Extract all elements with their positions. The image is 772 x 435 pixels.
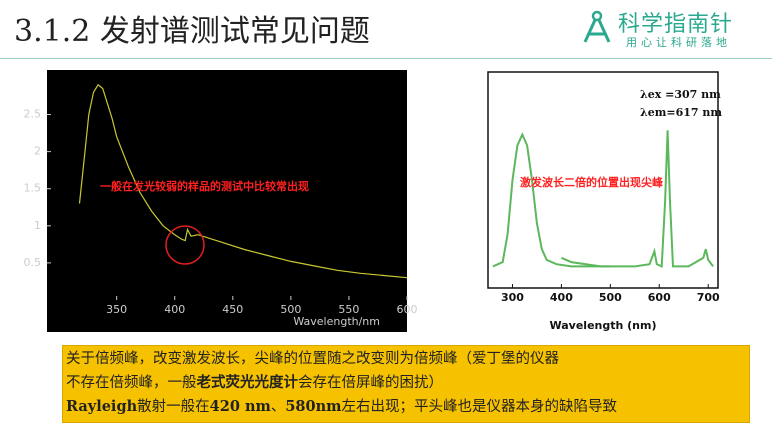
y-tick-label: 1.5 [24, 182, 42, 195]
annotation: 一般在发光较弱的样品的测试中比较常出现 [100, 179, 309, 193]
note-line: 关于倍频峰，改变激发波长，尖峰的位置随之改变则为倍频峰（爱丁堡的仪器 [66, 348, 746, 371]
slogan: 用心让科研落地 [626, 36, 731, 49]
plot-background [470, 62, 730, 340]
x-tick-label: 300 [501, 291, 524, 304]
note-line: Rayleigh散射一般在420 nm、580nm左右出现；平头峰也是仪器本身的… [66, 395, 746, 419]
x-tick-label: 450 [222, 303, 243, 316]
x-axis-label: Wavelength (nm) [550, 319, 657, 332]
x-tick-label: 700 [697, 291, 720, 304]
note-text: 、 [270, 399, 286, 415]
note-box: 关于倍频峰，改变激发波长，尖峰的位置随之改变则为倍频峰（爱丁堡的仪器 不存在倍频… [62, 345, 750, 423]
highlight-circle [165, 225, 205, 265]
note-bold: 580nm [285, 398, 342, 415]
x-tick-label: 350 [106, 303, 127, 316]
x-axis-label: Wavelength/nm [293, 315, 380, 328]
x-tick-label: 400 [164, 303, 185, 316]
logo-text: 科学指南针 [618, 12, 734, 37]
data-line [560, 130, 714, 268]
note-text: 关于倍频峰，改变激发波长，尖峰的位置随之改变则为倍频峰（爱丁堡的仪器 [66, 351, 559, 367]
note-text: 散射一般在 [137, 399, 210, 415]
note-text: 会存在倍屏峰的困扰） [298, 375, 443, 391]
annotation: 激发波长二倍的位置出现尖峰 [520, 175, 664, 189]
plot-background [47, 70, 407, 332]
y-tick-label: 2.5 [24, 108, 42, 121]
data-line [78, 83, 408, 279]
note-text: 左右出现；平头峰也是仪器本身的缺陷导致 [341, 399, 618, 415]
slide-title: 3.1.2 发射谱测试常见问题 [14, 14, 370, 49]
x-tick-label: 400 [550, 291, 573, 304]
x-tick-label: 600 [397, 303, 418, 316]
note-bold: Rayleigh [66, 398, 138, 415]
x-tick-label: 500 [599, 291, 622, 304]
y-tick-label: 1 [34, 219, 41, 232]
note-bold: 老式荧光光度计 [196, 374, 299, 391]
y-tick-label: 2 [34, 145, 41, 158]
logo-icon [583, 10, 611, 43]
plot-frame [487, 71, 719, 289]
x-tick-label: 550 [338, 303, 359, 316]
note-text: 不存在倍频峰，一般 [66, 375, 197, 391]
x-tick-label: 600 [648, 291, 671, 304]
charts: 0.5 1 1.5 2 2.5 350 400 450 500 550 600 Wavelength/… [23, 62, 730, 340]
data-line [492, 132, 611, 268]
annotation: λem=617 nm [640, 106, 722, 119]
note-bold: 420 nm [209, 398, 271, 415]
annotation: λex =307 nm [640, 88, 721, 101]
y-tick-label: 0.5 [24, 256, 42, 269]
header-rule [0, 58, 772, 59]
note-line: 不存在倍频峰，一般老式荧光光度计会存在倍屏峰的困扰） [66, 371, 746, 395]
x-tick-label: 500 [280, 303, 301, 316]
